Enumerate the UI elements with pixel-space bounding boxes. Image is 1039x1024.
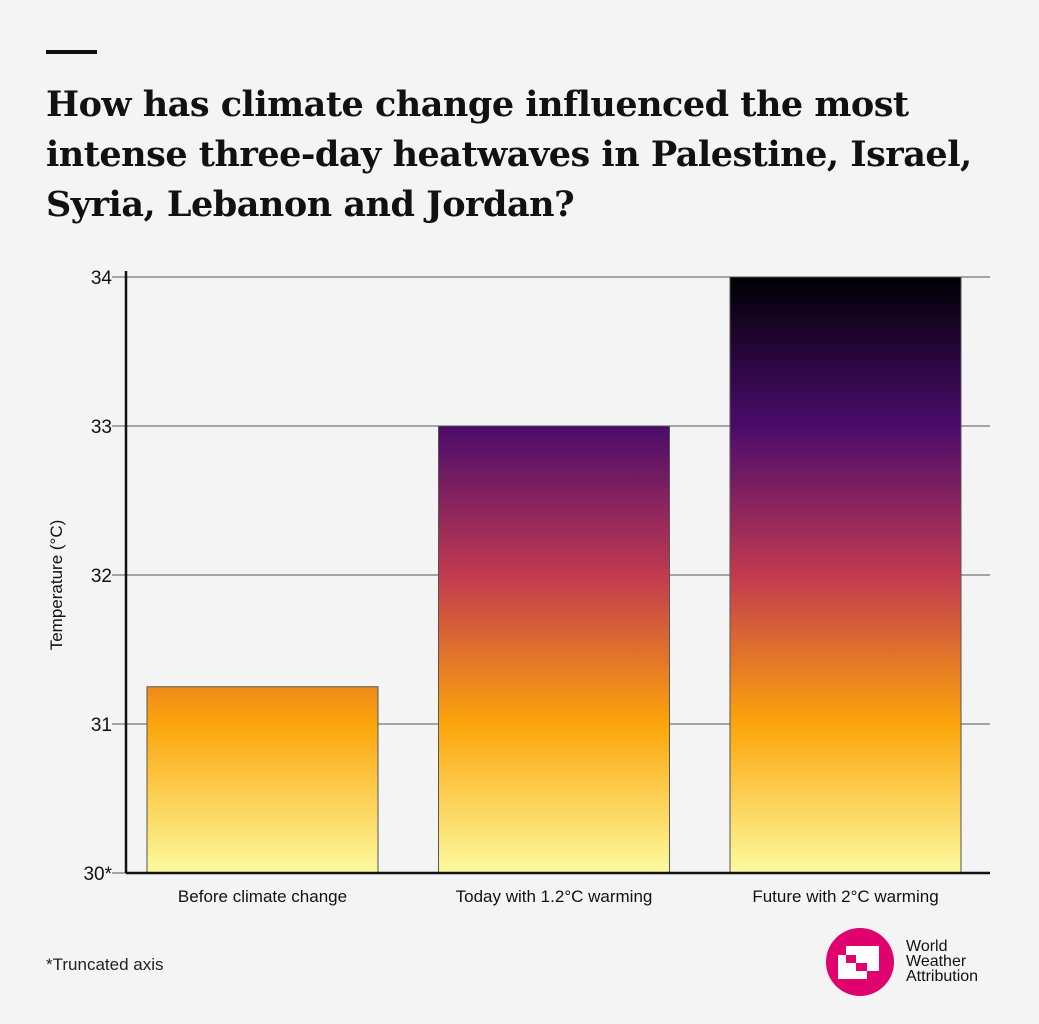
y-axis-label: Temperature (°C) <box>47 520 66 651</box>
logo-line: World <box>906 938 948 955</box>
bar <box>438 425 670 874</box>
y-tick-label: 34 <box>91 268 113 289</box>
x-tick-label: Today with 1.2°C warming <box>456 887 653 906</box>
logo-line: Attribution <box>906 968 979 985</box>
y-tick-label: 30* <box>83 864 112 885</box>
wwa-logo-icon <box>826 928 894 996</box>
title-dash <box>46 50 97 54</box>
bar <box>729 276 962 874</box>
x-tick-label: Future with 2°C warming <box>752 887 938 906</box>
footnote: *Truncated axis <box>46 955 164 974</box>
y-tick-label: 31 <box>91 715 112 736</box>
chart-title: How has climate change influenced the mo… <box>46 84 972 225</box>
y-tick-label: 32 <box>91 566 112 587</box>
logo-line: Weather <box>906 953 967 970</box>
x-tick-label: Before climate change <box>178 887 347 906</box>
y-tick-label: 33 <box>91 417 112 438</box>
bar <box>146 686 379 874</box>
logo-text: World Weather Attribution <box>906 938 979 985</box>
